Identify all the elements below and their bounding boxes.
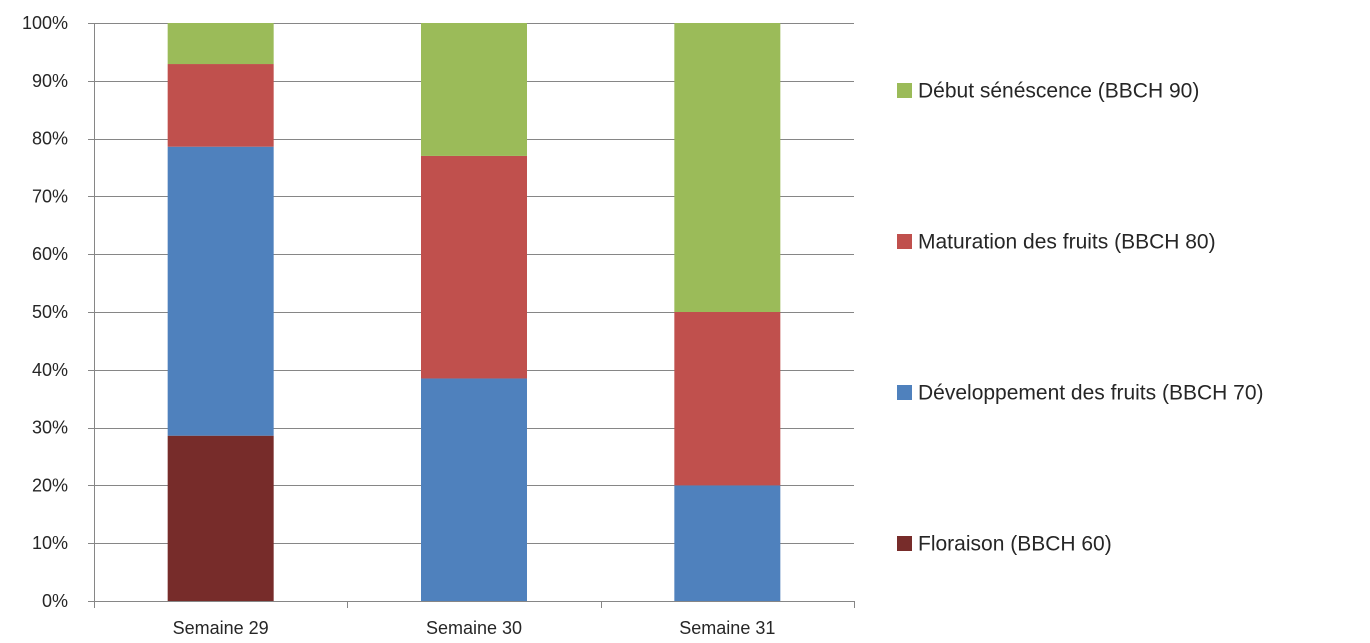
bar-segment-3-3 [674, 312, 781, 486]
legend-swatch-1 [897, 536, 912, 551]
legend: Début sénéscence (BBCH 90) Maturation des… [897, 80, 1264, 556]
bar-segment-4-1 [167, 23, 274, 65]
y-tick-label: 60% [32, 244, 68, 264]
x-axis-ticks: Semaine 29 Semaine 30 Semaine 31 [173, 618, 776, 638]
y-tick-label: 100% [22, 13, 68, 33]
legend-swatch-4 [897, 83, 912, 98]
bar-segment-4-3 [674, 23, 781, 312]
legend-label-1: Floraison (BBCH 60) [918, 533, 1112, 556]
bar-segment-2-3 [674, 485, 781, 601]
y-tick-label: 20% [32, 475, 68, 495]
y-tick-label: 50% [32, 302, 68, 322]
y-tick-label: 80% [32, 129, 68, 149]
axes [88, 23, 855, 608]
bar-segment-2-2 [421, 378, 527, 601]
legend-label-3: Maturation des fruits (BBCH 80) [918, 231, 1216, 254]
bar-segment-3-2 [421, 155, 527, 379]
y-axis-ticks: 0% 10% 20% 30% 40% 50% 60% 70% 80% 90% 100% [22, 13, 68, 611]
x-tick-label: Semaine 30 [426, 618, 522, 638]
y-tick-label: 10% [32, 533, 68, 553]
bar-segment-1-1 [167, 435, 274, 601]
y-tick-label: 40% [32, 360, 68, 380]
x-tick-label: Semaine 29 [173, 618, 269, 638]
y-tick-label: 90% [32, 71, 68, 91]
bar-segment-4-2 [421, 23, 527, 156]
y-tick-label: 30% [32, 418, 68, 438]
legend-label-4: Début sénéscence (BBCH 90) [918, 80, 1199, 103]
y-tick-label: 70% [32, 186, 68, 206]
x-tick-label: Semaine 31 [679, 618, 775, 638]
legend-swatch-2 [897, 385, 912, 400]
bar-segment-3-1 [167, 64, 274, 147]
bars [167, 23, 781, 601]
y-tick-label: 0% [42, 591, 68, 611]
bar-segment-2-1 [167, 146, 274, 436]
legend-label-2: Développement des fruits (BBCH 70) [918, 382, 1264, 405]
legend-swatch-3 [897, 234, 912, 249]
